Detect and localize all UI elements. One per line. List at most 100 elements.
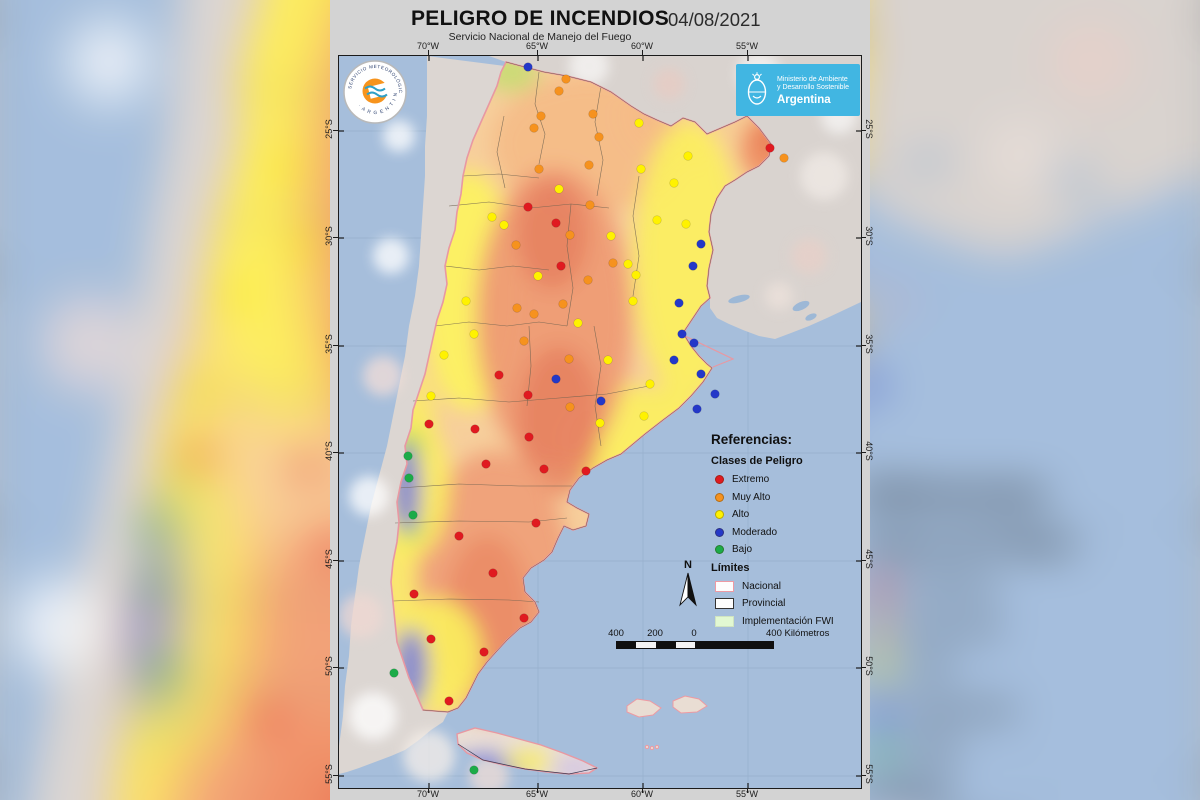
station-dot-extremo: [295, 457, 318, 479]
legend-limit-item: Implementación FWI: [711, 613, 863, 631]
station-dot-alto: [636, 164, 646, 174]
station-dot-extremo: [524, 432, 534, 442]
station-dot-muy_alto: [565, 402, 575, 412]
lat-tick: [333, 130, 338, 131]
lat-tick: [333, 452, 338, 453]
station-dot-bajo: [408, 510, 418, 520]
lon-label: 60°W: [630, 41, 654, 51]
legend-class-dot-icon: [715, 475, 724, 485]
station-dot-moderado: [696, 369, 706, 379]
station-dot-extremo: [494, 370, 504, 380]
station-dot-moderado: [674, 298, 684, 308]
argentina-coat-of-arms-icon: [747, 72, 767, 105]
station-dot-alto: [192, 379, 214, 402]
station-dot-alto: [461, 296, 471, 306]
station-dot-extremo: [519, 613, 529, 623]
legend-class-dot-icon: [870, 576, 892, 598]
lat-tick: [861, 560, 866, 561]
station-dot-muy_alto: [779, 153, 789, 163]
legend-classes-title: Clases de Peligro: [711, 455, 803, 467]
legend-title: Referencias:: [711, 432, 793, 447]
ministry-line3: Argentina: [777, 93, 831, 106]
scale-bar-tick-label: 200: [647, 628, 663, 639]
legend-class-label: Alto: [910, 656, 951, 683]
lat-label: 55°S: [324, 764, 334, 784]
legend-class-dot-icon: [715, 510, 724, 520]
station-dot-alto: [554, 184, 564, 194]
legend-class-item: Moderado: [711, 524, 863, 542]
map-poster: PELIGRO DE INCENDIOS 04/08/2021 Servicio…: [324, 0, 874, 800]
station-dot-extremo: [539, 464, 549, 474]
lat-label: 25°S: [864, 119, 874, 139]
station-dot-alto: [293, 234, 315, 256]
legend-class-dot-icon: [715, 527, 724, 537]
legend-class-label: Bajo: [910, 738, 958, 765]
legend-class-label: Moderado: [732, 526, 778, 538]
station-dot-alto: [573, 318, 583, 328]
station-dot-muy_alto: [565, 230, 575, 240]
lakes: [901, 152, 1110, 214]
station-dot-moderado: [551, 374, 561, 384]
station-dot-bajo: [404, 473, 414, 483]
station-dot-muy_alto: [583, 275, 593, 285]
station-dot-alto: [683, 151, 693, 161]
chile-hillshade: [10, 19, 152, 673]
legend-class-item: Alto: [711, 506, 863, 524]
lon-tick: [642, 788, 643, 793]
scale-bar-tick-label: 400: [608, 628, 624, 639]
legend-class-dot-icon: [715, 545, 724, 555]
station-dot-moderado: [596, 396, 606, 406]
lat-label: 40°S: [324, 441, 334, 461]
legend-limit-swatch-icon: [715, 580, 734, 592]
station-dot-moderado: [688, 261, 698, 271]
station-dot-alto: [606, 231, 616, 241]
lat-label: 35°S: [864, 334, 874, 354]
scale-bar-end-label: 400 Kilómetros: [766, 628, 830, 639]
lon-tick: [428, 50, 429, 55]
legend-title: Referencias:: [860, 475, 1052, 511]
lon-tick: [747, 788, 748, 793]
station-dot-muy_alto: [585, 200, 595, 210]
station-dot-moderado: [677, 329, 687, 339]
chile-hillshade: [339, 120, 509, 788]
station-dot-bajo: [149, 659, 172, 682]
legend-classes-list: Extremo Muy Alto Alto Moderado Bajo: [861, 567, 1200, 773]
smn-logo: SERVICIO METEOROLÓGICO NACIONAL · A R G …: [341, 56, 407, 124]
legend-class-item: Muy Alto: [861, 608, 1200, 649]
legend-class-dot-icon: [715, 492, 724, 502]
lon-tick: [428, 788, 429, 793]
legend-limit-label: Nacional: [742, 580, 781, 592]
lat-label: 45°S: [864, 549, 874, 569]
station-dot-extremo: [409, 589, 419, 599]
north-label: N: [684, 559, 692, 571]
lon-tick: [642, 50, 643, 55]
legend: Referencias: Clases de Peligro Extremo Mu…: [711, 432, 863, 630]
ministry-line1: Ministerio de Ambiente: [777, 75, 848, 83]
station-dot-alto: [274, 156, 296, 179]
legend-classes-title: Clases de Peligro: [860, 529, 1077, 558]
chile-landmass: [339, 56, 505, 774]
national-boundary: [390, 61, 772, 775]
lon-label: 65°W: [525, 41, 549, 51]
legend-class-label: Moderado: [910, 697, 1017, 724]
legend-class-item: Extremo: [861, 567, 1200, 608]
station-dot-muy_alto: [512, 303, 522, 313]
legend-class-item: Bajo: [861, 731, 1200, 772]
station-dot-extremo: [187, 445, 209, 468]
station-dot-alto: [499, 220, 509, 230]
ministry-line2: y Desarrollo Sostenible: [777, 84, 849, 92]
station-dot-muy_alto: [511, 240, 521, 250]
lon-label: 70°W: [416, 789, 440, 799]
station-dot-muy_alto: [584, 160, 594, 170]
lon-label: 65°W: [525, 789, 549, 799]
lat-tick: [333, 667, 338, 668]
legend-class-item: Bajo: [711, 541, 863, 559]
legend-limit-label: Provincial: [742, 598, 786, 610]
north-hillshade: [987, 19, 1134, 189]
station-dot-extremo: [523, 390, 533, 400]
station-dot-alto: [603, 355, 613, 365]
scale-bar-graphic: [616, 641, 774, 649]
station-dot-muy_alto: [594, 132, 604, 142]
station-dot-alto: [631, 270, 641, 280]
lon-tick: [537, 788, 538, 793]
